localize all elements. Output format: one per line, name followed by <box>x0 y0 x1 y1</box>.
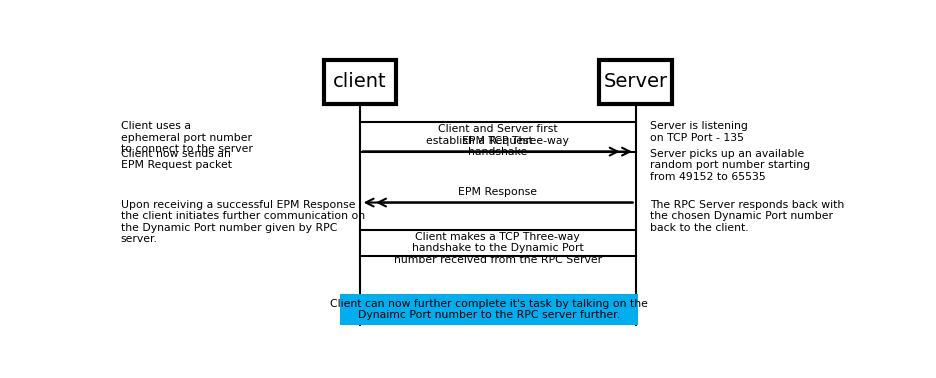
Text: Server is listening
on TCP Port - 135: Server is listening on TCP Port - 135 <box>651 121 748 143</box>
Text: The RPC Server responds back with
the chosen Dynamic Port number
back to the cli: The RPC Server responds back with the ch… <box>651 200 844 233</box>
Text: Client now sends an
EPM Request packet: Client now sends an EPM Request packet <box>121 149 231 170</box>
Text: EPM Response: EPM Response <box>459 187 537 197</box>
Text: Client makes a TCP Three-way
handshake to the Dynamic Port
number received from : Client makes a TCP Three-way handshake t… <box>394 232 602 265</box>
Text: Client and Server first
establish a TCP Three-way
handshake: Client and Server first establish a TCP … <box>427 124 569 157</box>
Bar <box>599 60 672 104</box>
Text: Client uses a
ephemeral port number
to connect to the server: Client uses a ephemeral port number to c… <box>121 121 253 154</box>
Text: Upon receiving a successful EPM Response
the client initiates further communicat: Upon receiving a successful EPM Response… <box>121 200 365 245</box>
Bar <box>324 60 396 104</box>
Bar <box>341 294 637 325</box>
Text: client: client <box>333 72 387 91</box>
Text: Server: Server <box>604 72 667 91</box>
Text: EPM Request: EPM Request <box>462 136 534 146</box>
Text: Client can now further complete it's task by talking on the
Dynaimc Port number : Client can now further complete it's tas… <box>330 299 648 321</box>
Text: Server picks up an available
random port number starting
from 49152 to 65535: Server picks up an available random port… <box>651 149 811 182</box>
